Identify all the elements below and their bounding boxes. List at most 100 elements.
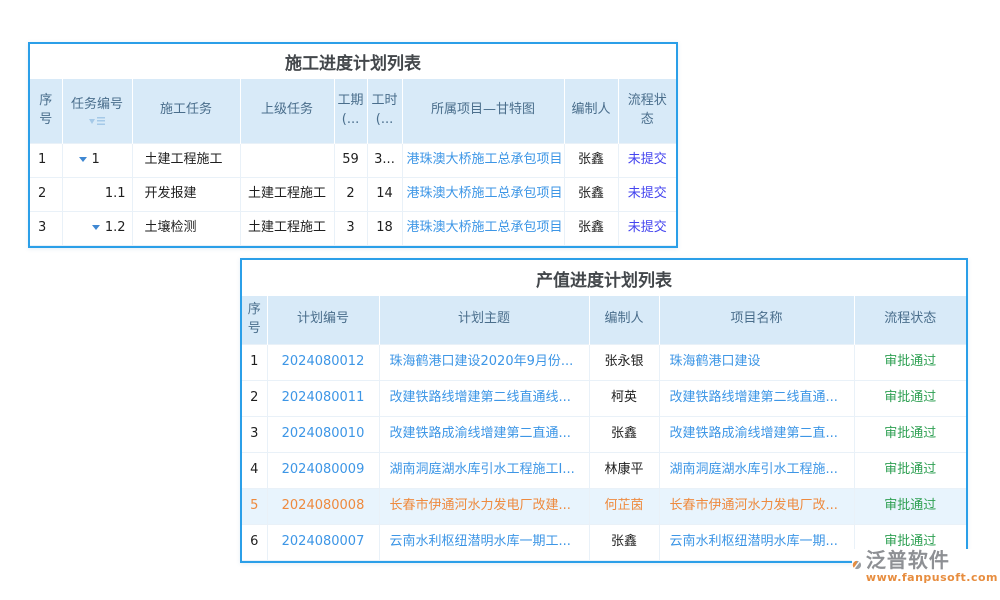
plan-subject-link[interactable]: 珠海鹤港口建设2020年9月份... — [378, 343, 590, 381]
project-name-link[interactable]: 云南水利枢纽潜明水库一期... — [658, 523, 855, 561]
author: 何芷茵 — [588, 487, 660, 525]
status-badge[interactable]: 审批通过 — [853, 487, 966, 525]
project-name-link[interactable]: 改建铁路线增建第二线直通... — [658, 379, 855, 417]
author: 张鑫 — [563, 142, 619, 178]
row-seq: 4 — [242, 451, 268, 489]
author: 柯英 — [588, 379, 660, 417]
plan-number-link[interactable]: 2024080012 — [266, 343, 380, 381]
fanpu-logo-icon — [852, 559, 862, 571]
row-seq: 6 — [242, 523, 268, 561]
col-header-status: 流程状态 — [618, 79, 676, 143]
row-seq: 3 — [30, 210, 63, 246]
table-row[interactable]: 1 2024080012 珠海鹤港口建设2020年9月份... 张永银 珠海鹤港… — [242, 343, 966, 381]
parent-task — [239, 142, 335, 178]
output-value-table: 序号 计划编号 计划主题 编制人 项目名称 流程状态 1 2024080012 … — [242, 296, 966, 561]
hours: 3... — [366, 142, 403, 178]
collapse-toggle-icon[interactable] — [91, 224, 100, 230]
plan-subject-link[interactable]: 改建铁路线增建第二线直通线... — [378, 379, 590, 417]
col-header-task-no-label: 任务编号 — [70, 97, 123, 113]
col-header-author: 编制人 — [589, 296, 660, 344]
col-header-duration: 工期(... — [334, 79, 368, 143]
parent-task: 土建工程施工 — [239, 210, 335, 246]
brand-name: 泛普软件 — [865, 548, 950, 572]
status-badge[interactable]: 审批通过 — [853, 379, 966, 417]
sort-icon[interactable] — [89, 116, 105, 125]
row-seq: 5 — [242, 487, 268, 525]
project-link[interactable]: 港珠澳大桥施工总承包项目 — [401, 210, 565, 246]
parent-task: 土建工程施工 — [239, 176, 335, 212]
brand-website: www.fanpusoft.com — [865, 571, 998, 584]
col-header-project-name: 项目名称 — [659, 296, 855, 344]
fanpu-logo-text: 泛普软件 www.fanpusoft.com — [866, 549, 998, 584]
table-row[interactable]: 2 1.1 开发报建 土建工程施工 2 14 港珠澳大桥施工总承包项目 张鑫 未… — [30, 176, 676, 212]
project-name-link[interactable]: 长春市伊通河水力发电厂改... — [658, 487, 855, 525]
status-badge[interactable]: 审批通过 — [853, 343, 966, 381]
construction-table: 序号 任务编号 施工任务 上级任务 工期(... 工时(... — [30, 79, 676, 246]
plan-number-link[interactable]: 2024080011 — [266, 379, 380, 417]
plan-number-link[interactable]: 2024080008 — [266, 487, 380, 525]
table-row[interactable]: 6 2024080007 云南水利枢纽潜明水库一期工... 张鑫 云南水利枢纽潜… — [242, 523, 966, 561]
col-header-project-gantt: 所属项目—甘特图 — [402, 79, 565, 143]
col-header-seq: 序号 — [30, 79, 63, 143]
plan-number-link[interactable]: 2024080010 — [266, 415, 380, 453]
project-link[interactable]: 港珠澳大桥施工总承包项目 — [401, 176, 565, 212]
task-number: 1.2 — [104, 219, 126, 235]
hours: 14 — [366, 176, 403, 212]
author: 林康平 — [588, 451, 660, 489]
status-badge[interactable]: 未提交 — [617, 210, 676, 246]
col-header-task-no[interactable]: 任务编号 — [62, 79, 133, 143]
col-header-plan-no: 计划编号 — [267, 296, 380, 344]
construction-progress-panel: 施工进度计划列表 序号 任务编号 — [28, 42, 678, 248]
status-badge[interactable]: 未提交 — [617, 176, 676, 212]
status-badge[interactable]: 未提交 — [617, 142, 676, 178]
plan-subject-link[interactable]: 云南水利枢纽潜明水库一期工... — [378, 523, 590, 561]
plan-number-link[interactable]: 2024080007 — [266, 523, 380, 561]
author: 张鑫 — [588, 415, 660, 453]
plan-subject-link[interactable]: 湖南洞庭湖水库引水工程施工I... — [378, 451, 590, 489]
author: 张鑫 — [588, 523, 660, 561]
duration: 2 — [333, 176, 368, 212]
table-row[interactable]: 2 2024080011 改建铁路线增建第二线直通线... 柯英 改建铁路线增建… — [242, 379, 966, 417]
row-seq: 2 — [242, 379, 268, 417]
table-row[interactable]: 3 2024080010 改建铁路成渝线增建第二直通... 张鑫 改建铁路成渝线… — [242, 415, 966, 453]
col-header-task: 施工任务 — [132, 79, 241, 143]
task-number-cell: 1.1 — [61, 176, 133, 212]
table-row[interactable]: 4 2024080009 湖南洞庭湖水库引水工程施工I... 林康平 湖南洞庭湖… — [242, 451, 966, 489]
task-name: 土建工程施工 — [131, 142, 241, 178]
row-seq: 1 — [30, 142, 63, 178]
col-header-subject: 计划主题 — [379, 296, 590, 344]
fanpu-logo: 泛普软件 www.fanpusoft.com — [852, 549, 998, 595]
plan-number-link[interactable]: 2024080009 — [266, 451, 380, 489]
project-link[interactable]: 港珠澳大桥施工总承包项目 — [401, 142, 565, 178]
output-value-plan-panel: 产值进度计划列表 序号 计划编号 计划主题 编制人 项目名称 流程状态 1 — [240, 258, 968, 563]
status-badge[interactable]: 审批通过 — [853, 451, 966, 489]
task-name: 土壤检测 — [131, 210, 241, 246]
author: 张鑫 — [563, 176, 619, 212]
task-number: 1.1 — [104, 185, 126, 201]
plan-subject-link[interactable]: 长春市伊通河水力发电厂改建... — [378, 487, 590, 525]
author: 张鑫 — [563, 210, 619, 246]
duration: 3 — [333, 210, 368, 246]
sort-bars-icon — [97, 116, 105, 125]
project-name-link[interactable]: 改建铁路成渝线增建第二直... — [658, 415, 855, 453]
author: 张永银 — [588, 343, 660, 381]
col-header-author: 编制人 — [564, 79, 619, 143]
project-name-link[interactable]: 湖南洞庭湖水库引水工程施... — [658, 451, 855, 489]
hours: 18 — [366, 210, 403, 246]
col-header-hours: 工时(... — [367, 79, 403, 143]
table-row[interactable]: 3 1.2 土壤检测 土建工程施工 3 18 港珠澳大桥施工总承包项目 张鑫 未… — [30, 210, 676, 246]
task-name: 开发报建 — [131, 176, 241, 212]
row-seq: 2 — [30, 176, 63, 212]
col-header-parent-task: 上级任务 — [240, 79, 335, 143]
col-header-seq: 序号 — [242, 296, 268, 344]
task-number-cell: 1 — [61, 142, 133, 178]
collapse-toggle-icon[interactable] — [78, 156, 87, 162]
status-badge[interactable]: 审批通过 — [853, 415, 966, 453]
duration: 59 — [333, 142, 368, 178]
project-name-link[interactable]: 珠海鹤港口建设 — [658, 343, 855, 381]
row-seq: 3 — [242, 415, 268, 453]
table-row-highlighted[interactable]: 5 2024080008 长春市伊通河水力发电厂改建... 何芷茵 长春市伊通河… — [242, 487, 966, 525]
table-row[interactable]: 1 1 土建工程施工 59 3... 港珠澳大桥施工总承包项目 张鑫 未提交 — [30, 142, 676, 178]
plan-subject-link[interactable]: 改建铁路成渝线增建第二直通... — [378, 415, 590, 453]
